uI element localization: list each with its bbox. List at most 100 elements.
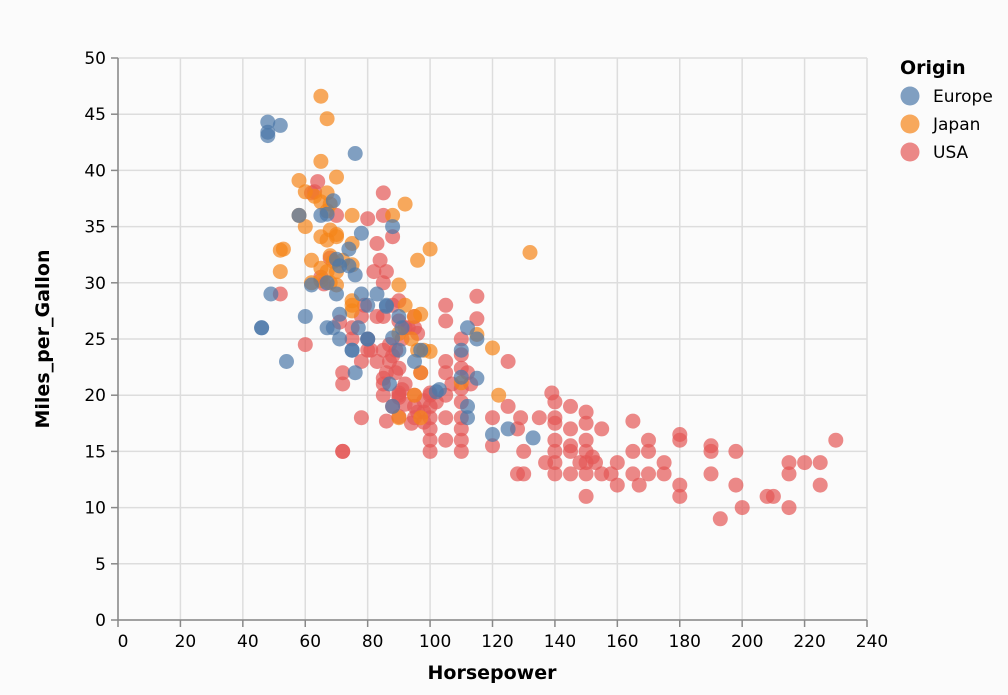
- legend-symbol: [900, 86, 920, 106]
- data-point: [438, 297, 454, 313]
- data-point: [375, 185, 391, 201]
- data-point: [422, 241, 438, 257]
- data-point: [279, 354, 294, 369]
- x-tick-label: 160: [606, 632, 638, 652]
- data-point: [391, 387, 407, 403]
- data-point: [329, 169, 344, 185]
- data-point: [353, 354, 369, 369]
- data-point: [272, 264, 288, 280]
- data-point: [728, 443, 744, 459]
- x-tick-label: 120: [481, 632, 513, 652]
- data-point: [469, 288, 485, 304]
- data-points: [254, 88, 844, 527]
- data-point: [631, 477, 647, 493]
- data-point: [828, 432, 844, 448]
- data-point: [438, 432, 454, 448]
- data-point: [703, 466, 719, 482]
- x-axis-title: Horsepower: [428, 662, 558, 684]
- legend-symbol: [900, 142, 920, 162]
- data-point: [413, 410, 429, 426]
- data-point: [332, 331, 348, 347]
- data-point: [313, 153, 329, 169]
- data-point: [656, 455, 672, 471]
- data-point: [388, 365, 404, 381]
- data-point: [291, 173, 307, 188]
- legend-symbol: [900, 114, 920, 134]
- data-point: [531, 410, 547, 426]
- data-point: [609, 455, 625, 471]
- data-point: [397, 376, 413, 392]
- data-point: [353, 225, 369, 241]
- data-point: [656, 466, 672, 482]
- data-point: [319, 275, 335, 291]
- data-point: [563, 421, 578, 437]
- data-point: [797, 455, 813, 471]
- data-point: [329, 286, 344, 302]
- data-point: [453, 331, 469, 347]
- legend-title: Origin: [900, 57, 966, 79]
- data-point: [781, 466, 797, 482]
- data-point: [360, 342, 376, 358]
- data-point: [319, 111, 335, 127]
- data-point: [547, 394, 563, 410]
- data-point: [469, 331, 485, 347]
- data-point: [385, 398, 401, 414]
- data-point: [263, 286, 279, 302]
- y-tick-label: 10: [84, 499, 106, 519]
- x-tick-label: 200: [731, 632, 763, 652]
- data-point: [460, 410, 475, 426]
- data-point: [672, 488, 688, 504]
- data-point: [438, 313, 454, 329]
- data-point: [563, 398, 578, 414]
- data-point: [422, 432, 438, 448]
- x-tick-label: 240: [856, 632, 888, 652]
- x-tick-label: 60: [299, 632, 321, 652]
- data-point: [313, 88, 329, 104]
- legend: Origin Europe Japan USA: [900, 57, 993, 163]
- data-point: [394, 320, 410, 336]
- data-point: [641, 466, 656, 482]
- data-point: [728, 477, 744, 493]
- data-point: [382, 376, 397, 392]
- legend-label: Europe: [933, 87, 993, 107]
- data-point: [547, 443, 563, 459]
- data-point: [360, 297, 376, 313]
- x-tick-label: 0: [118, 632, 129, 652]
- data-point: [329, 229, 344, 245]
- data-point: [275, 241, 291, 257]
- data-point: [460, 320, 475, 336]
- data-point: [332, 306, 348, 322]
- data-point: [335, 365, 351, 381]
- data-point: [641, 432, 656, 448]
- data-point: [335, 376, 351, 392]
- data-point: [578, 432, 594, 448]
- data-point: [297, 337, 313, 353]
- data-point: [391, 410, 407, 426]
- data-point: [485, 427, 500, 442]
- data-point: [491, 387, 507, 403]
- y-tick-label: 0: [95, 611, 106, 631]
- x-tick-label: 20: [175, 632, 197, 652]
- data-point: [372, 252, 388, 268]
- data-point: [366, 264, 382, 280]
- data-point: [410, 252, 426, 268]
- data-point: [703, 443, 719, 459]
- data-point: [547, 432, 563, 448]
- data-point: [453, 443, 469, 459]
- data-point: [578, 488, 594, 504]
- y-tick-label: 50: [84, 49, 106, 69]
- data-point: [578, 466, 594, 482]
- data-point: [781, 500, 797, 516]
- data-point: [378, 413, 394, 429]
- data-point: [460, 398, 475, 414]
- data-point: [403, 331, 419, 347]
- data-point: [297, 309, 313, 324]
- data-point: [407, 354, 422, 369]
- data-point: [413, 365, 429, 381]
- data-point: [563, 443, 578, 459]
- data-point: [378, 264, 394, 280]
- series-japan: [272, 88, 538, 426]
- data-point: [812, 455, 828, 471]
- data-point: [500, 398, 516, 414]
